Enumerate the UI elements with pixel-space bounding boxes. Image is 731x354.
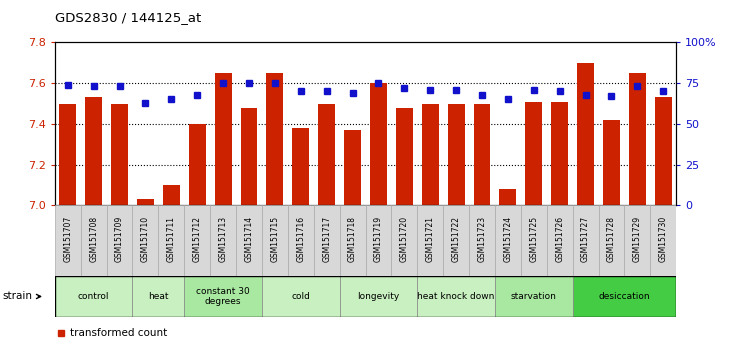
Bar	[267, 73, 284, 205]
Text: GSM151712: GSM151712	[193, 216, 202, 262]
Bar	[340, 205, 366, 276]
Bar	[624, 205, 651, 276]
Bar	[107, 205, 132, 276]
Bar	[396, 108, 413, 205]
Bar	[603, 120, 620, 205]
Text: GSM151725: GSM151725	[529, 216, 538, 262]
Text: transformed count: transformed count	[70, 328, 167, 338]
Bar	[111, 103, 128, 205]
Bar	[55, 276, 132, 317]
Bar	[366, 205, 391, 276]
Text: GSM151726: GSM151726	[555, 216, 564, 262]
Bar	[447, 103, 464, 205]
Text: GSM151707: GSM151707	[64, 216, 72, 262]
Bar	[236, 205, 262, 276]
Bar	[547, 205, 572, 276]
Bar	[526, 102, 542, 205]
Bar	[391, 205, 417, 276]
Bar	[163, 185, 180, 205]
Bar	[495, 276, 572, 317]
Bar	[551, 102, 568, 205]
Bar	[655, 97, 672, 205]
Bar	[340, 276, 417, 317]
Text: GSM151717: GSM151717	[322, 216, 331, 262]
Bar	[159, 205, 184, 276]
Text: GSM151714: GSM151714	[244, 216, 254, 262]
Bar	[521, 205, 547, 276]
Bar	[211, 205, 236, 276]
Text: desiccation: desiccation	[599, 292, 650, 301]
Bar	[572, 205, 599, 276]
Bar	[86, 97, 102, 205]
Bar	[137, 199, 154, 205]
Bar	[288, 205, 314, 276]
Bar	[215, 73, 232, 205]
Text: GDS2830 / 144125_at: GDS2830 / 144125_at	[55, 11, 201, 24]
Bar	[499, 189, 516, 205]
Text: GSM151719: GSM151719	[374, 216, 383, 262]
Text: GSM151724: GSM151724	[504, 216, 512, 262]
Bar	[80, 205, 107, 276]
Bar	[184, 276, 262, 317]
Text: GSM151716: GSM151716	[296, 216, 306, 262]
Text: GSM151711: GSM151711	[167, 216, 176, 262]
Text: GSM151710: GSM151710	[141, 216, 150, 262]
Bar	[599, 205, 624, 276]
Text: strain: strain	[3, 291, 41, 302]
Bar	[629, 73, 645, 205]
Bar	[262, 205, 288, 276]
Text: GSM151713: GSM151713	[219, 216, 227, 262]
Text: GSM151720: GSM151720	[400, 216, 409, 262]
Text: GSM151729: GSM151729	[633, 216, 642, 262]
Text: constant 30
degrees: constant 30 degrees	[196, 287, 250, 306]
Bar	[55, 205, 80, 276]
Bar	[651, 205, 676, 276]
Text: GSM151730: GSM151730	[659, 216, 667, 262]
Bar	[417, 276, 495, 317]
Text: GSM151721: GSM151721	[425, 216, 435, 262]
Bar	[495, 205, 520, 276]
Text: heat: heat	[148, 292, 169, 301]
Bar	[572, 276, 676, 317]
Bar	[318, 103, 335, 205]
Bar	[370, 83, 387, 205]
Bar	[59, 103, 76, 205]
Text: GSM151718: GSM151718	[348, 216, 357, 262]
Text: GSM151727: GSM151727	[581, 216, 590, 262]
Text: longevity: longevity	[357, 292, 400, 301]
Text: heat knock down: heat knock down	[417, 292, 495, 301]
Text: GSM151715: GSM151715	[270, 216, 279, 262]
Text: starvation: starvation	[511, 292, 557, 301]
Bar	[240, 108, 257, 205]
Bar	[469, 205, 495, 276]
Bar	[443, 205, 469, 276]
Bar	[262, 276, 340, 317]
Bar	[344, 130, 361, 205]
Bar	[132, 205, 159, 276]
Bar	[422, 103, 439, 205]
Bar	[184, 205, 211, 276]
Bar	[189, 124, 205, 205]
Bar	[132, 276, 184, 317]
Text: GSM151723: GSM151723	[477, 216, 487, 262]
Text: GSM151708: GSM151708	[89, 216, 98, 262]
Bar	[292, 128, 309, 205]
Bar	[314, 205, 340, 276]
Text: control: control	[78, 292, 110, 301]
Text: cold: cold	[292, 292, 310, 301]
Bar	[577, 63, 594, 205]
Text: GSM151709: GSM151709	[115, 216, 124, 262]
Bar	[474, 103, 491, 205]
Text: GSM151722: GSM151722	[452, 216, 461, 262]
Text: GSM151728: GSM151728	[607, 216, 616, 262]
Bar	[417, 205, 443, 276]
